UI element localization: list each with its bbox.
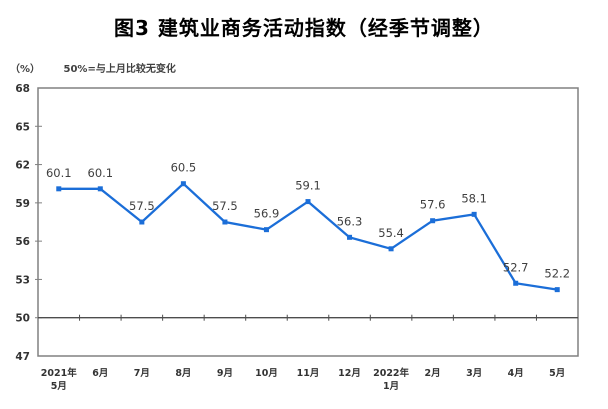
y-axis-tick-label: 68 xyxy=(15,83,30,95)
data-point-marker xyxy=(471,211,477,217)
data-point-label: 56.3 xyxy=(337,214,363,228)
data-point-marker xyxy=(554,287,560,293)
x-axis-tick-label: 6月 xyxy=(92,368,108,379)
data-point-marker xyxy=(305,199,311,205)
data-point-marker xyxy=(222,219,228,225)
data-point-marker xyxy=(97,186,103,192)
data-point-marker xyxy=(56,186,62,192)
y-axis-tick-label: 65 xyxy=(15,121,30,133)
data-point-label: 60.5 xyxy=(171,161,197,175)
x-axis-tick-label: 8月 xyxy=(175,368,191,379)
x-axis-tick-label: 5月 xyxy=(549,368,565,379)
data-point-label: 57.5 xyxy=(212,199,238,213)
x-axis-tick-label: 2021年 5月 xyxy=(41,367,77,392)
x-axis-tick-label: 2022年 1月 xyxy=(373,367,409,392)
data-point-marker xyxy=(139,219,145,225)
x-axis-tick-label: 12月 xyxy=(338,368,361,379)
data-point-label: 60.1 xyxy=(88,166,114,180)
data-point-marker xyxy=(347,234,353,240)
data-point-label: 58.1 xyxy=(461,191,487,205)
data-point-label: 60.1 xyxy=(46,166,72,180)
y-axis-tick-label: 59 xyxy=(15,198,30,210)
data-point-label: 55.4 xyxy=(378,226,404,240)
plot-area xyxy=(37,87,579,357)
x-axis-tick-label: 9月 xyxy=(217,368,233,379)
x-axis-tick-label: 2月 xyxy=(425,368,441,379)
y-axis-unit-label: （%） xyxy=(10,64,41,75)
y-axis-tick-label: 56 xyxy=(15,236,30,248)
x-axis-tick-label: 10月 xyxy=(255,368,278,379)
axis-unit-note: （%） 50%=与上月比较无变化 xyxy=(10,60,176,75)
y-axis-tick-label: 50 xyxy=(15,313,30,325)
data-point-label: 59.1 xyxy=(295,179,321,193)
data-point-marker xyxy=(513,280,519,286)
data-point-label: 57.5 xyxy=(129,199,155,213)
x-axis-tick-label: 3月 xyxy=(466,368,482,379)
data-point-label: 52.7 xyxy=(503,260,529,274)
chart-title: 图3 建筑业商务活动指数（经季节调整） xyxy=(114,16,494,40)
data-point-marker xyxy=(430,218,436,224)
x-axis-tick-label: 4月 xyxy=(508,368,524,379)
y-axis-tick-label: 47 xyxy=(15,351,30,363)
data-point-marker xyxy=(180,181,186,187)
y-axis-tick-label: 53 xyxy=(15,274,30,286)
x-axis-tick-label: 11月 xyxy=(297,368,320,379)
reference-note: 50%=与上月比较无变化 xyxy=(63,64,176,75)
data-point-marker xyxy=(388,246,394,252)
y-axis-tick-label: 62 xyxy=(15,160,30,172)
data-point-label: 56.9 xyxy=(254,207,280,221)
x-axis-tick-label: 7月 xyxy=(134,368,150,379)
data-point-marker xyxy=(263,227,269,233)
data-point-label: 57.6 xyxy=(420,198,446,212)
data-point-label: 52.2 xyxy=(544,267,570,281)
